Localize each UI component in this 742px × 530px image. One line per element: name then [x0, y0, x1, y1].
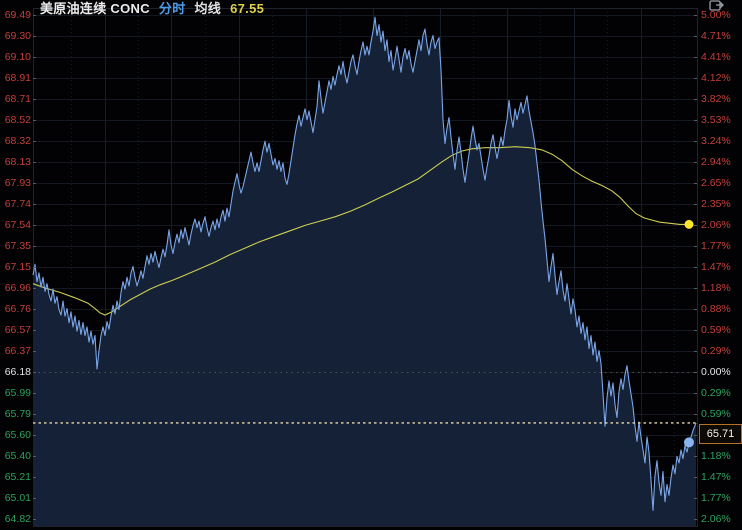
- last-price-badge: 65.71: [699, 423, 742, 444]
- percent-axis-label: 3.24%: [701, 134, 731, 147]
- percent-axis-label: 2.65%: [701, 176, 731, 189]
- price-axis-label: 67.93: [4, 176, 31, 189]
- price-axis-label: 65.79: [4, 407, 31, 420]
- price-axis-label: 65.99: [4, 386, 31, 399]
- price-axis-label: 68.91: [4, 71, 31, 84]
- price-axis-label: 66.76: [4, 302, 31, 315]
- price-line: [32, 16, 697, 511]
- price-axis-label: 67.54: [4, 218, 31, 231]
- price-axis-label: 66.18: [4, 365, 31, 378]
- price-axis-label: 67.35: [4, 239, 31, 252]
- percent-axis-label: 1.47%: [701, 260, 731, 273]
- percent-axis-label: 1.18%: [701, 281, 731, 294]
- percent-axis-label: 2.94%: [701, 155, 731, 168]
- percent-axis-label: 0.29%: [701, 386, 731, 399]
- price-axis-label: 65.60: [4, 428, 31, 441]
- price-axis-label: 64.82: [4, 512, 31, 525]
- percent-axis-label: 0.88%: [701, 302, 731, 315]
- price-axis-label: 69.10: [4, 50, 31, 63]
- percent-axis-label: 1.77%: [701, 491, 731, 504]
- percent-axis-label: 0.29%: [701, 344, 731, 357]
- percent-axis-label: 1.18%: [701, 449, 731, 462]
- percent-axis-label: 4.41%: [701, 50, 731, 63]
- percent-axis-label: 1.77%: [701, 239, 731, 252]
- symbol-name: 美原油连续 CONC: [40, 1, 150, 16]
- average-endpoint-dot: [684, 219, 694, 229]
- price-axis-label: 66.37: [4, 344, 31, 357]
- price-axis-label: 65.40: [4, 449, 31, 462]
- price-axis-label: 68.32: [4, 134, 31, 147]
- average-price-line: [32, 146, 690, 316]
- percent-axis-label: 0.59%: [701, 323, 731, 336]
- percent-axis-label: 2.35%: [701, 197, 731, 210]
- price-axis-label: 69.30: [4, 29, 31, 42]
- popout-window-icon[interactable]: [709, 0, 725, 12]
- ma-value: 67.55: [230, 1, 265, 16]
- price-axis-label: 67.15: [4, 260, 31, 273]
- percent-axis-label: 0.00%: [701, 365, 731, 378]
- ma-label: 均线: [194, 1, 222, 16]
- percent-axis-label: 0.59%: [701, 407, 731, 420]
- percent-axis-label: 5.00%: [701, 8, 731, 21]
- percent-axis-label: 3.53%: [701, 113, 731, 126]
- percent-axis-label: 1.47%: [701, 470, 731, 483]
- percent-axis-label: 2.06%: [701, 512, 731, 525]
- price-axis-label: 66.96: [4, 281, 31, 294]
- percent-axis-label: 2.06%: [701, 218, 731, 231]
- percent-axis-label: 4.12%: [701, 71, 731, 84]
- price-axis-label: 67.74: [4, 197, 31, 210]
- price-axis-label: 69.49: [4, 8, 31, 21]
- price-axis-label: 68.13: [4, 155, 31, 168]
- percent-axis-label: 3.82%: [701, 92, 731, 105]
- price-endpoint-dot: [684, 437, 694, 448]
- price-axis-label: 66.57: [4, 323, 31, 336]
- price-axis-label: 65.21: [4, 470, 31, 483]
- chart-title: 美原油连续 CONC 分时 均线 67.55: [40, 0, 273, 17]
- price-axis-label: 68.71: [4, 92, 31, 105]
- chart-mode-label[interactable]: 分时: [158, 1, 186, 16]
- price-axis-label: 65.01: [4, 491, 31, 504]
- price-axis-label: 68.52: [4, 113, 31, 126]
- percent-axis-label: 4.71%: [701, 29, 731, 42]
- price-area-fill: [33, 17, 696, 526]
